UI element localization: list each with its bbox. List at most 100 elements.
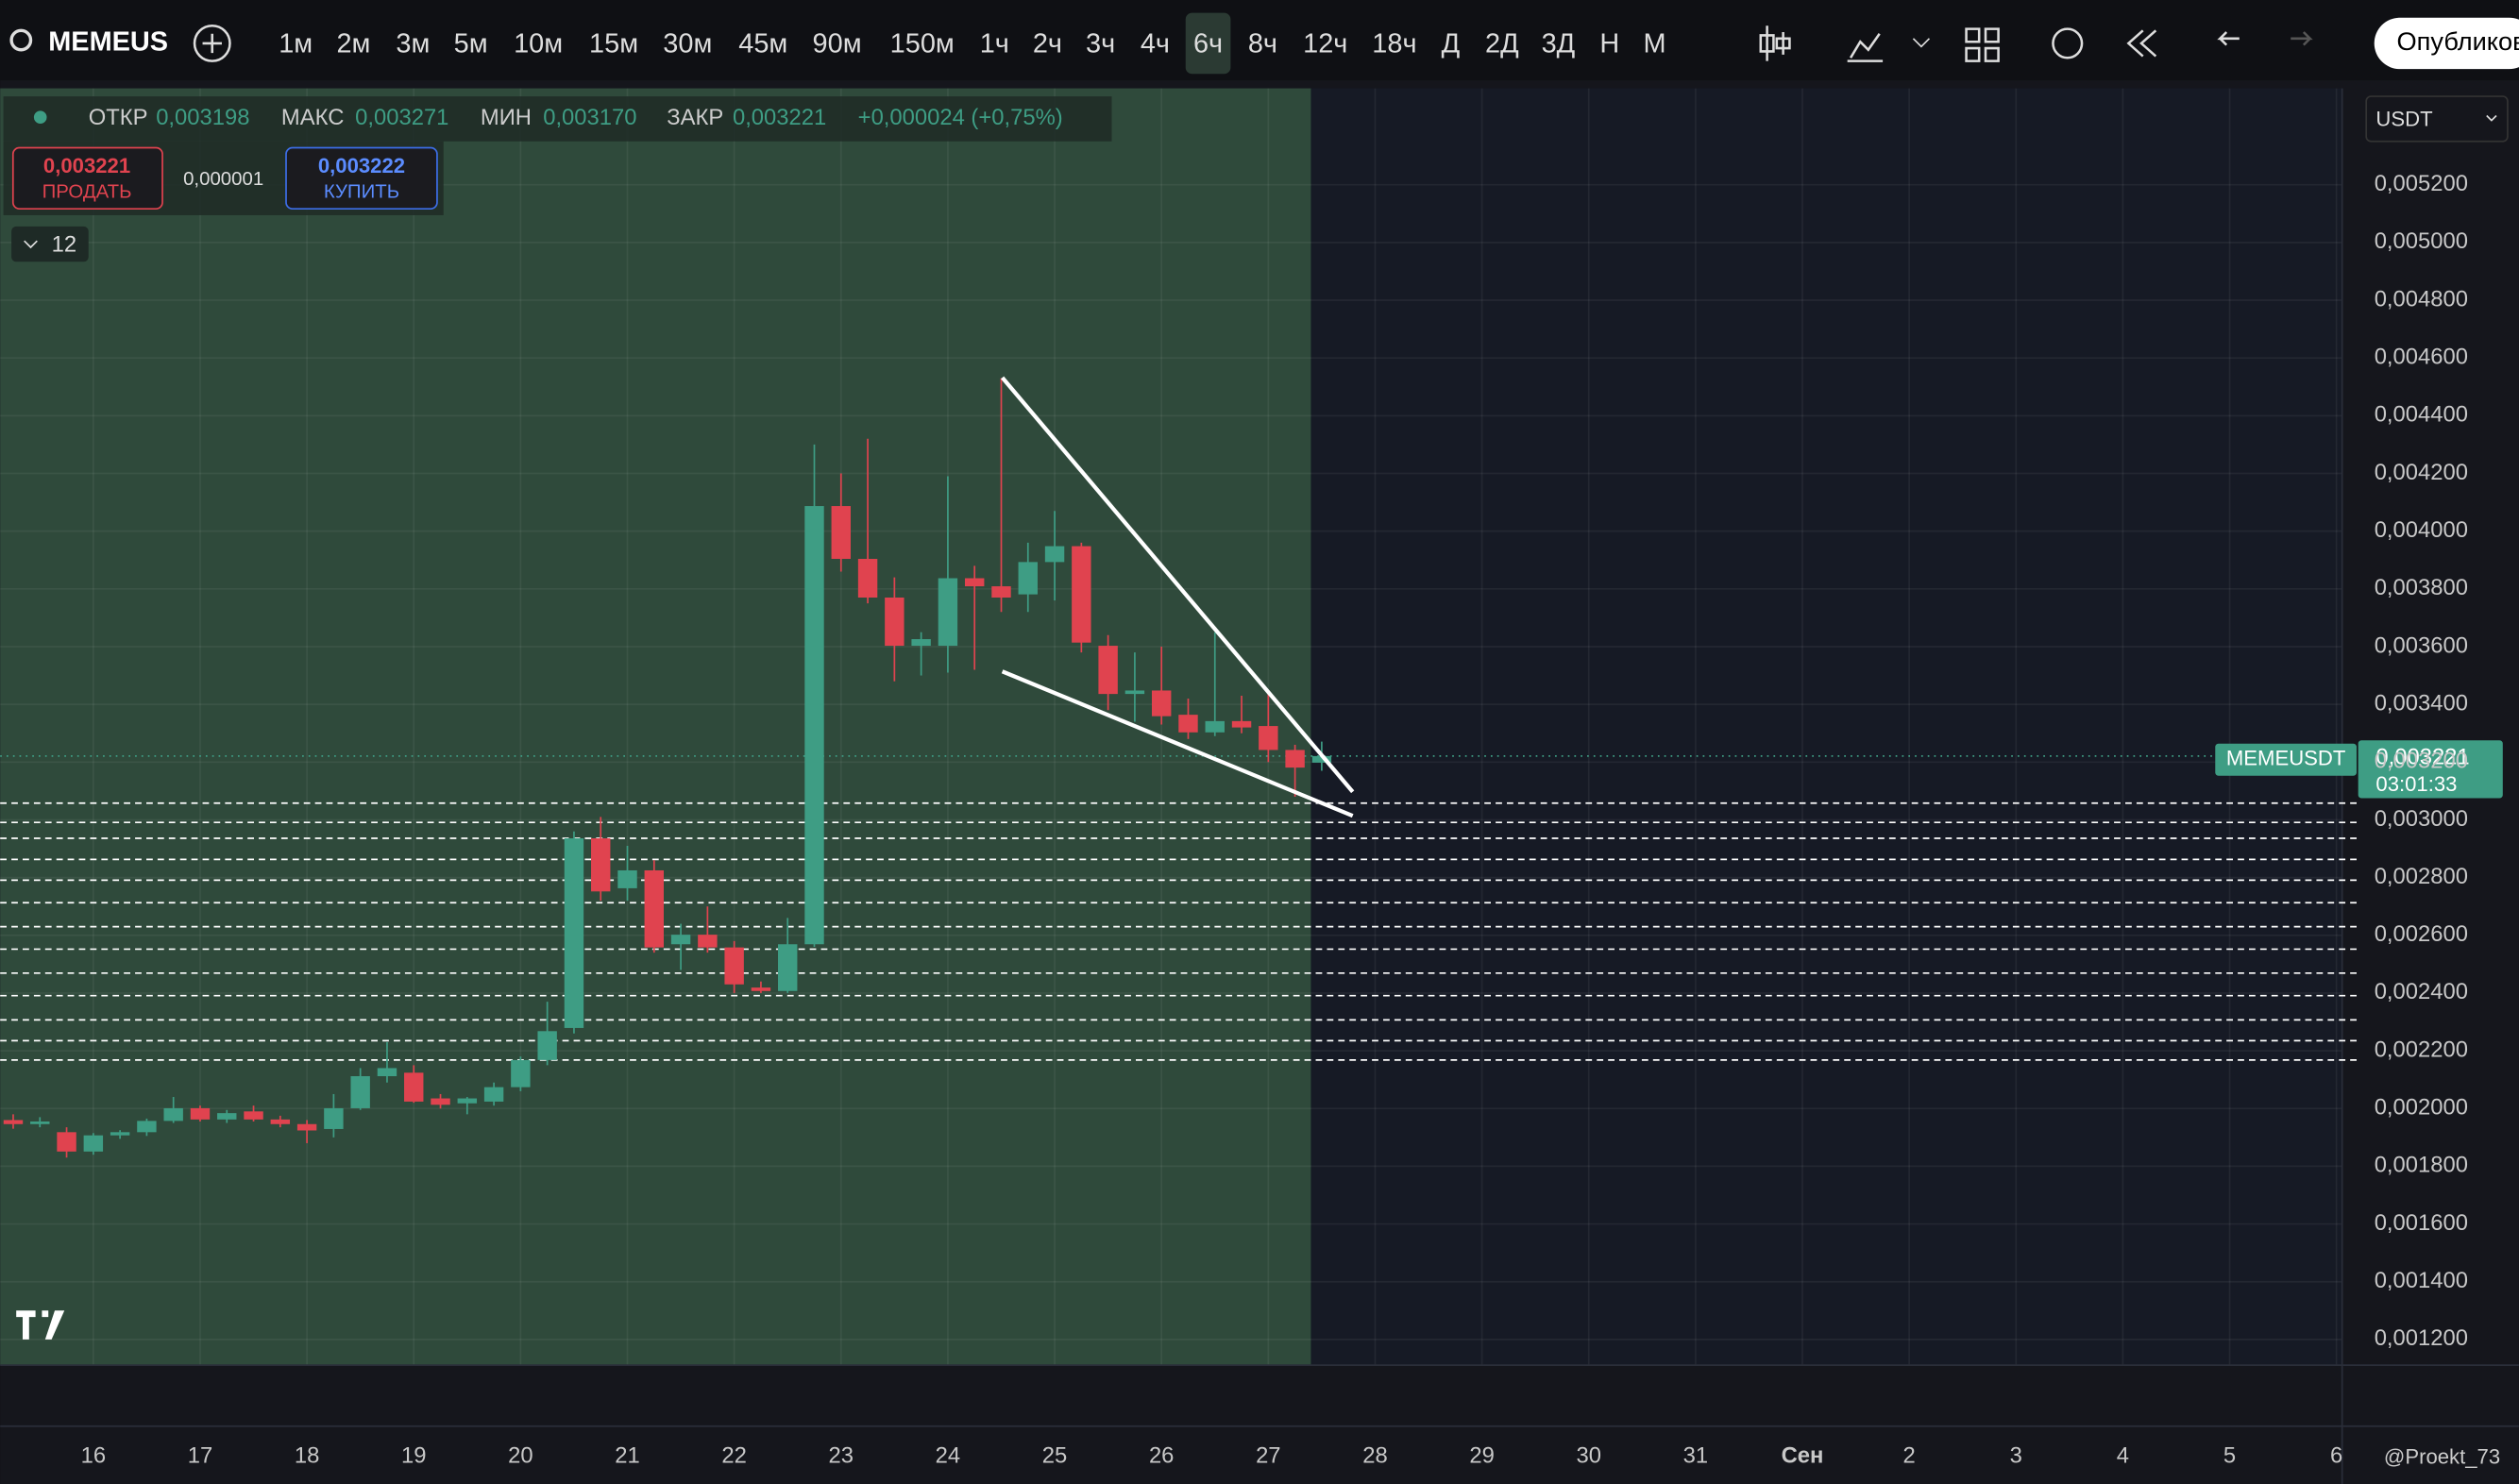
interval[interactable]: Д [1442,28,1461,59]
candle-body [644,869,665,948]
symbol-tag-label: MEMEUSDT [2226,747,2346,770]
active-interval [1185,12,1231,75]
undo[interactable] [2217,31,2240,46]
candle-body [404,1072,424,1102]
interval[interactable]: 150м [890,28,955,59]
x-tick-label: 18 [295,1442,319,1468]
candle-body [270,1119,291,1124]
x-tick-label: 5 [2223,1442,2236,1468]
candle-body [1098,646,1118,695]
sell-price: 0,003221 [43,154,130,177]
interval[interactable]: 8ч [1248,28,1277,59]
candle-body [991,586,1011,598]
buy-button[interactable] [285,146,438,211]
symbol[interactable]: MEMEUS [48,27,168,58]
candle-body [137,1121,157,1133]
candle-body [1151,690,1172,717]
search-icon[interactable] [9,28,33,52]
x-tick-label: 6 [2330,1442,2342,1468]
interval[interactable]: М [1643,28,1665,59]
candle-body [190,1107,211,1120]
redo[interactable] [2291,31,2313,46]
candle-body [324,1107,344,1129]
watermark: @Proekt_73 [2384,1445,2500,1469]
chevron [2486,114,2497,122]
y-tick-label: 0,001200 [2375,1325,2468,1351]
candle-body [724,947,744,985]
indicators-icon[interactable] [1847,32,1884,62]
candle-body [163,1107,183,1121]
y-tick-label: 0,001400 [2375,1268,2468,1293]
interval[interactable]: 2Д [1485,28,1519,59]
y-tick-label: 0,004600 [2375,344,2468,369]
symbol-tag [2215,743,2357,776]
y-tick-label: 0,003200 [2375,749,2468,774]
interval[interactable]: 30м [663,28,712,59]
interval[interactable]: 12ч [1303,28,1347,59]
chevron [24,240,38,249]
interval[interactable]: Н [1599,28,1619,59]
y-tick-label: 0,003400 [2375,690,2468,716]
x-tick-label: 26 [1149,1442,1174,1468]
y-tick-label: 0,005200 [2375,171,2468,196]
price-tag [2358,740,2503,799]
interval[interactable]: 18ч [1372,28,1416,59]
price-tag-countdown: 03:01:33 [2375,772,2457,796]
interval[interactable]: 90м [813,28,862,59]
sell-label: ПРОДАТЬ [42,182,132,203]
interval[interactable]: 10м [514,28,563,59]
x-tick-label: 3 [2010,1442,2022,1468]
candle-body [1072,546,1091,643]
add-symbol[interactable] [193,24,231,62]
x-tick-label: 16 [81,1442,106,1468]
candle-body [431,1098,450,1105]
interval[interactable]: 6ч [1193,28,1223,59]
y-tick-label: 0,003800 [2375,575,2468,600]
candle-body [483,1087,504,1102]
legend-bar [3,96,1112,142]
interval[interactable]: 5м [454,28,488,59]
interval[interactable]: 3ч [1086,28,1115,59]
y-tick-label: 0,003600 [2375,632,2468,658]
x-tick-label: 28 [1362,1442,1387,1468]
interval[interactable]: 1м [279,28,313,59]
indicators-toggle[interactable] [11,226,89,262]
dropdown[interactable] [1912,38,1931,48]
x-tick-label: 29 [1469,1442,1494,1468]
candle-body [457,1098,478,1104]
spread: 0,000001 [183,169,263,190]
x-tick-label: 20 [508,1442,533,1468]
candle-body [1259,726,1278,750]
y-tick-label: 0,002400 [2375,979,2468,1004]
interval[interactable]: 15м [589,28,638,59]
candle-body [1311,755,1332,763]
publish-button[interactable] [2374,17,2519,70]
candle-body [57,1132,76,1152]
interval[interactable]: 2м [336,28,370,59]
x-tick-label: 31 [1683,1442,1708,1468]
intervals: 1м 2м 3м 5м 10м 15м 30м 45м 90м 150м 1ч 2ч 3ч 4ч 6ч 8ч 1… [279,12,1666,75]
interval[interactable]: 45м [738,28,787,59]
replay-icon[interactable] [2126,29,2157,58]
interval[interactable]: 3м [396,28,430,59]
sell-button[interactable] [11,146,163,211]
status-dot [33,110,47,124]
chart-type-icon[interactable] [1759,25,1791,61]
candle-body [1178,715,1198,733]
alert-icon[interactable] [2052,27,2084,59]
add-icon [202,33,222,54]
currency-select[interactable] [2365,95,2509,143]
x-tick-label: 17 [188,1442,212,1468]
interval[interactable]: 4ч [1141,28,1170,59]
x-tick-label: 23 [829,1442,854,1468]
candle-body [1124,690,1145,695]
candle-body [804,506,824,945]
candle-body [857,559,878,598]
interval[interactable]: 3Д [1542,28,1576,59]
candle-body [911,639,931,647]
candle-body [1205,720,1225,733]
interval[interactable]: 1ч [980,28,1009,59]
interval[interactable]: 2ч [1033,28,1062,59]
layout-icon[interactable] [1965,27,2000,62]
